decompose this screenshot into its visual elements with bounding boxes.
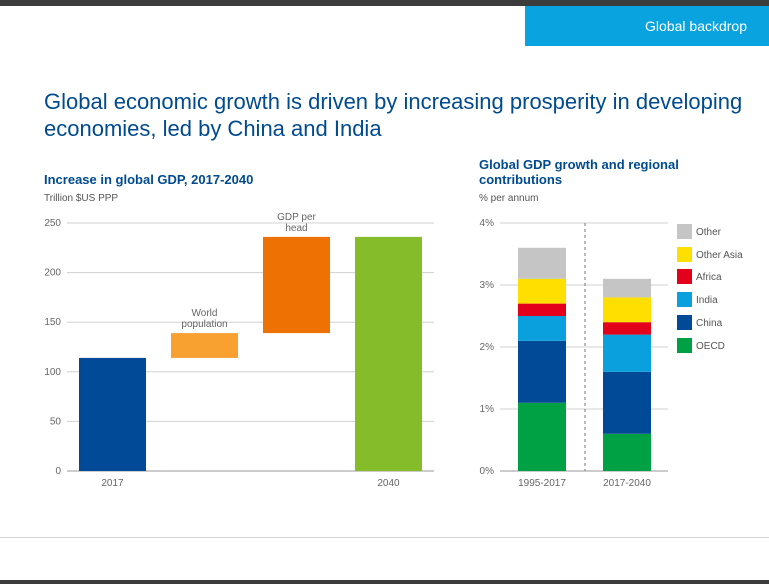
legend-label: Other Asia [696,250,743,261]
chart1-y-tick: 0 [55,466,61,477]
chart2-segment [603,278,651,298]
legend-swatch [677,224,692,239]
chart1-x-label: 2040 [377,478,400,489]
section-label: Global backdrop [645,18,747,34]
chart2-segment [518,303,566,316]
chart2-segment [518,247,566,279]
chart2-segment [603,297,651,323]
chart2-segment [518,316,566,341]
chart2-unit: % per annum [479,193,539,204]
legend-label: Africa [696,272,722,283]
top-bar [0,0,769,6]
chart1-annotation: World [192,308,218,319]
chart2-segment [603,334,651,372]
chart1-bar [79,357,146,471]
chart2-title: Global GDP growth and regional contribut… [479,157,679,187]
chart1-y-tick: 150 [44,317,61,328]
chart2-y-tick: 0% [480,466,495,477]
legend-label: Other [696,227,722,238]
chart1-annotation: head [285,223,307,234]
chart1-y-tick: 250 [44,218,61,229]
chart1-y-tick: 200 [44,268,61,279]
page-headline: Global economic growth is driven by incr… [44,89,743,141]
legend-label: India [696,295,718,306]
legend-swatch [677,247,692,262]
section-tab: Global backdrop [525,6,769,46]
chart1-bar [355,236,422,471]
chart2-y-tick: 1% [480,404,495,415]
legend-swatch [677,292,692,307]
chart2-segment [518,402,566,471]
legend-label: China [696,318,723,329]
chart2-y-tick: 3% [480,280,495,291]
chart2-x-label: 1995-2017 [518,478,566,489]
chart2-y-tick: 2% [480,342,495,353]
legend-swatch [677,315,692,330]
chart1-x-label: 2017 [101,478,124,489]
legend-swatch [677,338,692,353]
chart1-unit: Trillion $US PPP [44,193,119,204]
chart1-annotation: GDP per [277,212,316,223]
chart2-segment [518,278,566,304]
chart1-bar [171,333,238,358]
chart1-bar [263,236,330,334]
chart2-segment [603,322,651,335]
footer-divider [0,537,769,538]
chart2-segment [518,340,566,403]
legend-swatch [677,269,692,284]
chart1-y-tick: 50 [50,416,62,427]
chart2-y-tick: 4% [480,218,495,229]
chart1-y-tick: 100 [44,367,61,378]
bottom-bar [0,580,769,584]
chart1-title: Increase in global GDP, 2017-2040 [44,172,254,187]
chart2-segment [603,433,651,471]
legend-label: OECD [696,341,725,352]
chart2-segment [603,371,651,434]
chart1-annotation: population [181,319,227,330]
chart2-x-label: 2017-2040 [603,478,651,489]
